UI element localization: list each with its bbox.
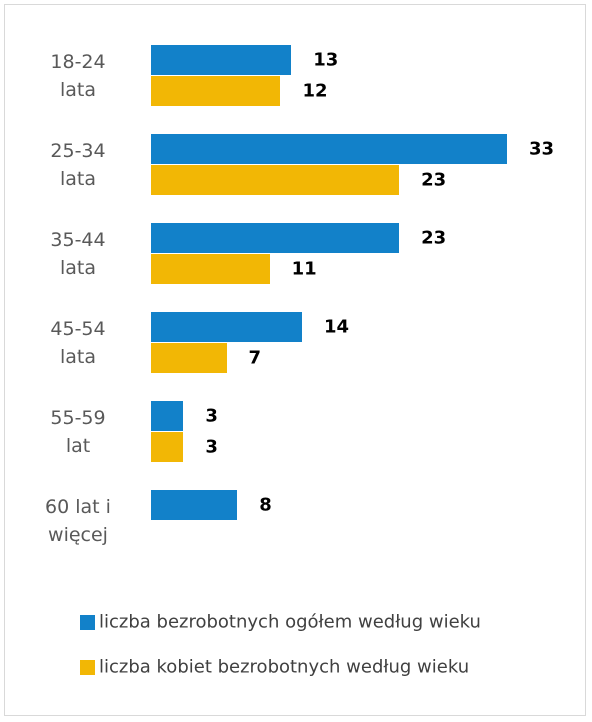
category-label: 18-24 lata — [37, 48, 119, 104]
category-label: 55-59 lat — [37, 404, 119, 460]
category-label: 25-34 lata — [37, 137, 119, 193]
category-label: 60 lat i więcej — [37, 493, 119, 549]
value-label: 14 — [324, 316, 350, 338]
category-label: 45-54 lata — [37, 315, 119, 371]
value-label: 23 — [421, 227, 447, 249]
value-label: 7 — [248, 347, 262, 369]
bar — [151, 343, 227, 373]
value-label: 23 — [421, 169, 447, 191]
bar — [151, 45, 292, 75]
category-text: 35-44 lata — [50, 229, 106, 279]
legend-label: liczba bezrobotnych ogółem według wieku — [99, 611, 481, 633]
category-text: 55-59 lat — [50, 407, 106, 457]
category-text: 25-34 lata — [50, 140, 106, 190]
value-label: 13 — [313, 49, 339, 71]
chart: 18-24 lata 13 12 25-34 lata 33 23 35-44 lata 23… — [4, 4, 586, 716]
bar — [151, 254, 270, 284]
bar — [151, 490, 238, 520]
value-label: 3 — [205, 436, 218, 458]
category-text: 60 lat i więcej — [45, 496, 111, 546]
value-label: 11 — [291, 258, 317, 280]
legend-label: liczba kobiet bezrobotnych według wieku — [99, 656, 470, 678]
bar — [151, 312, 303, 342]
bar — [151, 134, 507, 164]
bar — [151, 401, 184, 431]
category-text: 45-54 lata — [50, 318, 106, 368]
bar — [151, 76, 281, 106]
value-label: 12 — [302, 80, 328, 102]
legend-key — [80, 660, 95, 675]
value-label: 3 — [205, 405, 218, 427]
bar — [151, 165, 400, 195]
category-text: 18-24 lata — [50, 51, 106, 101]
category-label: 35-44 lata — [37, 226, 119, 282]
legend-key — [80, 615, 95, 630]
bar — [151, 432, 184, 462]
value-label: 8 — [259, 494, 272, 516]
value-label: 33 — [529, 138, 555, 160]
bar — [151, 223, 400, 253]
